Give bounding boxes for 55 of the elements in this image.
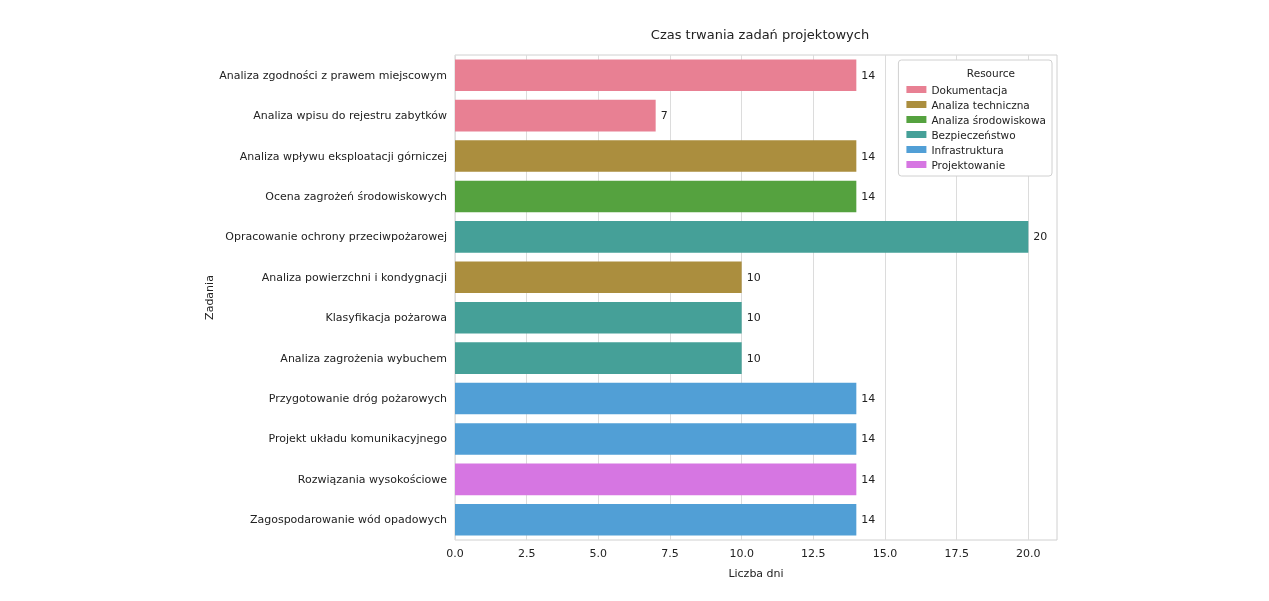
bar xyxy=(455,301,742,334)
x-tick-label: 17.5 xyxy=(944,547,969,560)
y-tick-label: Analiza powierzchni i kondygnacji xyxy=(261,270,447,284)
legend-label: Dokumentacja xyxy=(931,83,1008,96)
data-label: 10 xyxy=(746,351,761,365)
bar xyxy=(455,140,857,172)
y-tick-label: Analiza wpisu do rejestru zabytków xyxy=(253,109,447,123)
y-tick-label: Rozwiązania wysokościowe xyxy=(297,472,448,486)
data-label: 10 xyxy=(746,311,761,325)
x-axis-title: Liczba dni xyxy=(728,567,784,580)
x-tick-label: 12.5 xyxy=(801,547,826,560)
bar xyxy=(455,59,857,91)
y-tick-label: Projekt układu komunikacyjnego xyxy=(268,432,448,446)
data-label: 14 xyxy=(861,189,876,203)
x-tick-label: 20.0 xyxy=(1016,547,1041,560)
bar xyxy=(455,99,656,132)
legend-label: Analiza techniczna xyxy=(931,98,1030,111)
bar xyxy=(455,423,857,455)
y-tick-label: Przygotowanie dróg pożarowych xyxy=(268,392,448,406)
bar xyxy=(455,463,857,496)
legend-label: Infrastruktura xyxy=(931,143,1004,156)
bar xyxy=(455,180,857,213)
data-label: 14 xyxy=(861,68,876,82)
chart-title: Czas trwania zadań projektowych xyxy=(650,27,870,42)
y-tick-label: Opracowanie ochrony przeciwpożarowej xyxy=(225,230,447,244)
x-tick-label: 10.0 xyxy=(729,547,754,560)
bar xyxy=(455,382,857,415)
legend-label: Bezpieczeństwo xyxy=(931,128,1016,141)
legend-label: Analiza środowiskowa xyxy=(931,113,1047,126)
bar xyxy=(455,342,742,374)
x-tick-label: 15.0 xyxy=(872,547,898,560)
data-label: 20 xyxy=(1033,230,1048,244)
y-axis-title: Zadania xyxy=(203,275,217,320)
data-label: 14 xyxy=(861,432,876,446)
y-tick-label: Analiza zagrożenia wybuchem xyxy=(280,351,447,365)
x-tick-label: 0.0 xyxy=(446,547,464,560)
data-label: 14 xyxy=(861,513,876,527)
data-label: 14 xyxy=(861,149,876,163)
bar xyxy=(455,221,1029,253)
legend-title: Resource xyxy=(966,66,1015,79)
y-tick-label: Ocena zagrożeń środowiskowych xyxy=(265,189,448,203)
y-tick-label: Analiza wpływu eksploatacji górniczej xyxy=(239,149,447,163)
bar xyxy=(455,261,742,294)
legend-label: Projektowanie xyxy=(931,158,1006,171)
y-tick-label: Zagospodarowanie wód opadowych xyxy=(249,513,448,527)
data-label: 7 xyxy=(660,109,668,123)
data-label: 14 xyxy=(861,472,876,486)
y-tick-label: Analiza zgodności z prawem miejscowym xyxy=(219,68,447,82)
bar xyxy=(455,504,857,536)
x-tick-label: 5.0 xyxy=(589,547,608,560)
data-label: 14 xyxy=(861,392,876,406)
y-tick-label: Klasyfikacja pożarowa xyxy=(325,311,447,325)
x-tick-label: 2.5 xyxy=(517,547,536,560)
data-label: 10 xyxy=(746,270,761,284)
x-tick-label: 7.5 xyxy=(661,547,679,560)
